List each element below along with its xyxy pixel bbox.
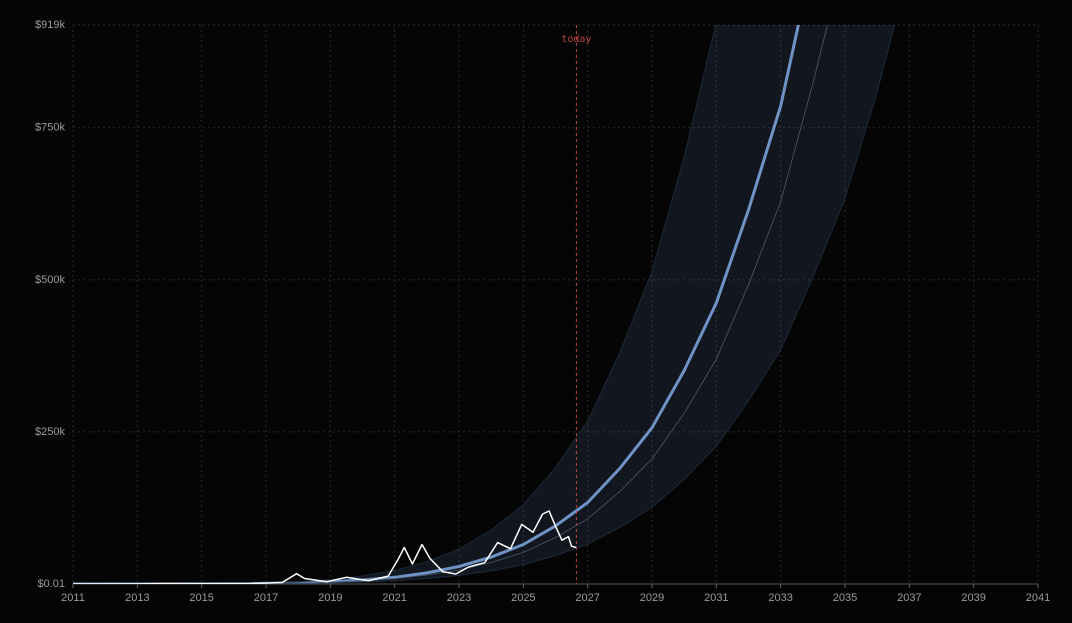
y-tick-label: $500k <box>35 274 65 286</box>
x-tick-label: 2023 <box>447 592 471 604</box>
x-tick-label: 2019 <box>318 592 342 604</box>
x-tick-label: 2015 <box>189 592 213 604</box>
series-line <box>73 510 577 584</box>
y-tick-label: $919k <box>35 19 65 31</box>
x-tick-label: 2011 <box>61 592 85 604</box>
x-tick-label: 2021 <box>382 592 406 604</box>
x-tick-label: 2029 <box>640 592 664 604</box>
x-tick-label: 2025 <box>511 592 535 604</box>
today-label: today <box>561 34 591 45</box>
x-tick-label: 2041 <box>1026 592 1050 604</box>
x-tick-label: 2017 <box>254 592 278 604</box>
x-tick-label: 2031 <box>704 592 728 604</box>
y-tick-label: $250k <box>35 426 65 438</box>
band-area <box>73 25 895 584</box>
x-tick-label: 2039 <box>961 592 985 604</box>
y-tick-label: $0.01 <box>37 578 65 590</box>
y-tick-label: $750k <box>35 122 65 134</box>
x-tick-label: 2037 <box>897 592 921 604</box>
x-tick-label: 2035 <box>833 592 857 604</box>
plot-area <box>73 25 896 584</box>
x-tick-label: 2027 <box>575 592 599 604</box>
x-tick-label: 2013 <box>125 592 149 604</box>
x-tick-label: 2033 <box>768 592 792 604</box>
